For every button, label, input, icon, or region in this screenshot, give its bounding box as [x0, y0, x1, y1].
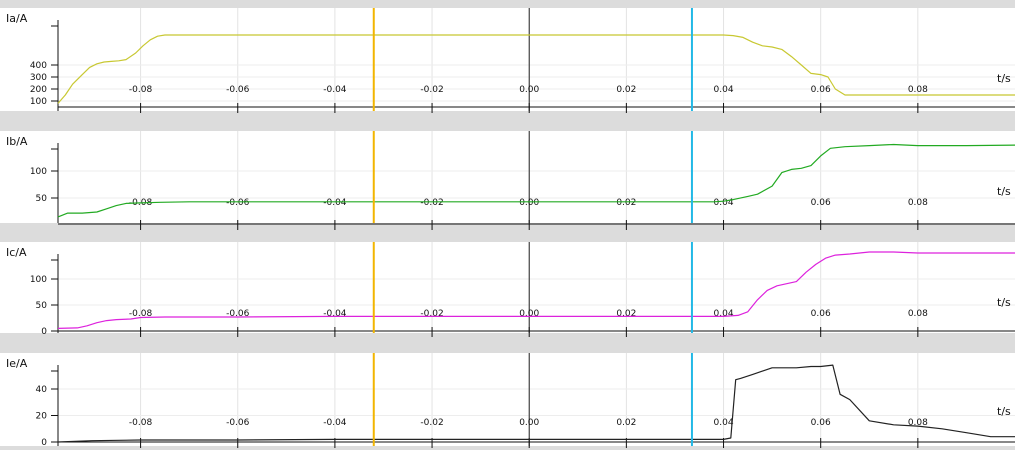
- y-axis-label: Ie/A: [6, 357, 28, 370]
- x-tick-label: 0.08: [908, 309, 928, 319]
- y-tick-label: 100: [30, 97, 47, 107]
- x-tick-label: 0.04: [714, 85, 734, 95]
- x-tick-label: 0.00: [519, 198, 539, 208]
- series-line: [57, 34, 1015, 104]
- x-unit-label: t/s: [997, 72, 1011, 85]
- x-tick-label: 0.04: [714, 198, 734, 208]
- x-tick-label: 0.06: [811, 198, 831, 208]
- x-tick-label: 0.08: [908, 85, 928, 95]
- x-tick-label: -0.08: [129, 309, 153, 319]
- x-tick-label: 0.06: [811, 85, 831, 95]
- y-tick-label: 300: [30, 73, 47, 83]
- x-tick-label: 0.00: [519, 418, 539, 428]
- x-tick-label: -0.02: [420, 418, 443, 428]
- panel-ia: 100 200 300 400 Ia/A -0.08 -0.06 -0.04 -0.02 0.00…: [0, 8, 1015, 113]
- series-line: [57, 143, 1015, 218]
- x-tick-label: -0.04: [323, 198, 347, 208]
- y-axis-label: Ia/A: [6, 12, 28, 25]
- x-tick-label: 0.02: [616, 418, 636, 428]
- y-tick-label: 50: [36, 194, 48, 204]
- x-tick-label: -0.04: [323, 418, 347, 428]
- y-tick-label: 0: [41, 438, 47, 448]
- panel-ic: 0 50 100 Ic/A -0.08 -0.06 -0.04 -0.02 0.00 0.02 0.…: [0, 242, 1015, 337]
- series-line: [57, 251, 1015, 329]
- x-tick-label: -0.02: [420, 309, 443, 319]
- y-axis-label: Ic/A: [6, 246, 27, 259]
- x-tick-label: 0.08: [908, 198, 928, 208]
- x-tick-label: 0.02: [616, 198, 636, 208]
- y-tick-label: 20: [36, 412, 48, 422]
- x-tick-label: 0.00: [519, 85, 539, 95]
- panel-background: [0, 131, 1015, 223]
- panel-background: [0, 242, 1015, 333]
- x-tick-label: -0.08: [129, 418, 153, 428]
- y-axis-label: Ib/A: [6, 135, 28, 148]
- y-tick-label: 100: [30, 275, 47, 285]
- y-tick-label: 400: [30, 61, 47, 71]
- x-tick-label: -0.06: [226, 85, 250, 95]
- panel-ie: 0 20 40 Ie/A -0.08 -0.06 -0.04 -0.02 0.00 0.02 0.0…: [0, 353, 1015, 448]
- x-unit-label: t/s: [997, 405, 1011, 418]
- y-tick-label: 50: [36, 301, 48, 311]
- panel-background: [0, 8, 1015, 111]
- x-tick-label: 0.02: [616, 309, 636, 319]
- x-tick-label: -0.06: [226, 198, 250, 208]
- x-tick-label: -0.08: [129, 85, 153, 95]
- x-tick-label: -0.02: [420, 198, 443, 208]
- x-tick-label: -0.04: [323, 309, 347, 319]
- x-tick-label: 0.06: [811, 309, 831, 319]
- y-tick-label: 200: [30, 85, 47, 95]
- x-tick-label: -0.02: [420, 85, 443, 95]
- x-tick-label: -0.04: [323, 85, 347, 95]
- y-tick-label: 40: [36, 385, 48, 395]
- x-tick-label: 0.06: [811, 418, 831, 428]
- panel-background: [0, 353, 1015, 446]
- x-tick-label: 0.00: [519, 309, 539, 319]
- x-tick-label: -0.06: [226, 309, 250, 319]
- x-unit-label: t/s: [997, 296, 1011, 309]
- x-tick-label: 0.02: [616, 85, 636, 95]
- x-tick-label: 0.04: [714, 309, 734, 319]
- x-tick-label: 0.08: [908, 418, 928, 428]
- y-tick-label: 100: [30, 167, 47, 177]
- series-line: [57, 364, 1015, 443]
- x-unit-label: t/s: [997, 185, 1011, 198]
- x-tick-label: 0.04: [714, 418, 734, 428]
- x-tick-label: -0.06: [226, 418, 250, 428]
- y-tick-label: 0: [41, 327, 47, 337]
